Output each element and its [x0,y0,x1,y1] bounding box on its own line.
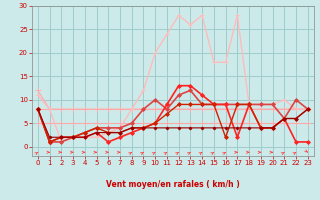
X-axis label: Vent moyen/en rafales ( km/h ): Vent moyen/en rafales ( km/h ) [106,180,240,189]
